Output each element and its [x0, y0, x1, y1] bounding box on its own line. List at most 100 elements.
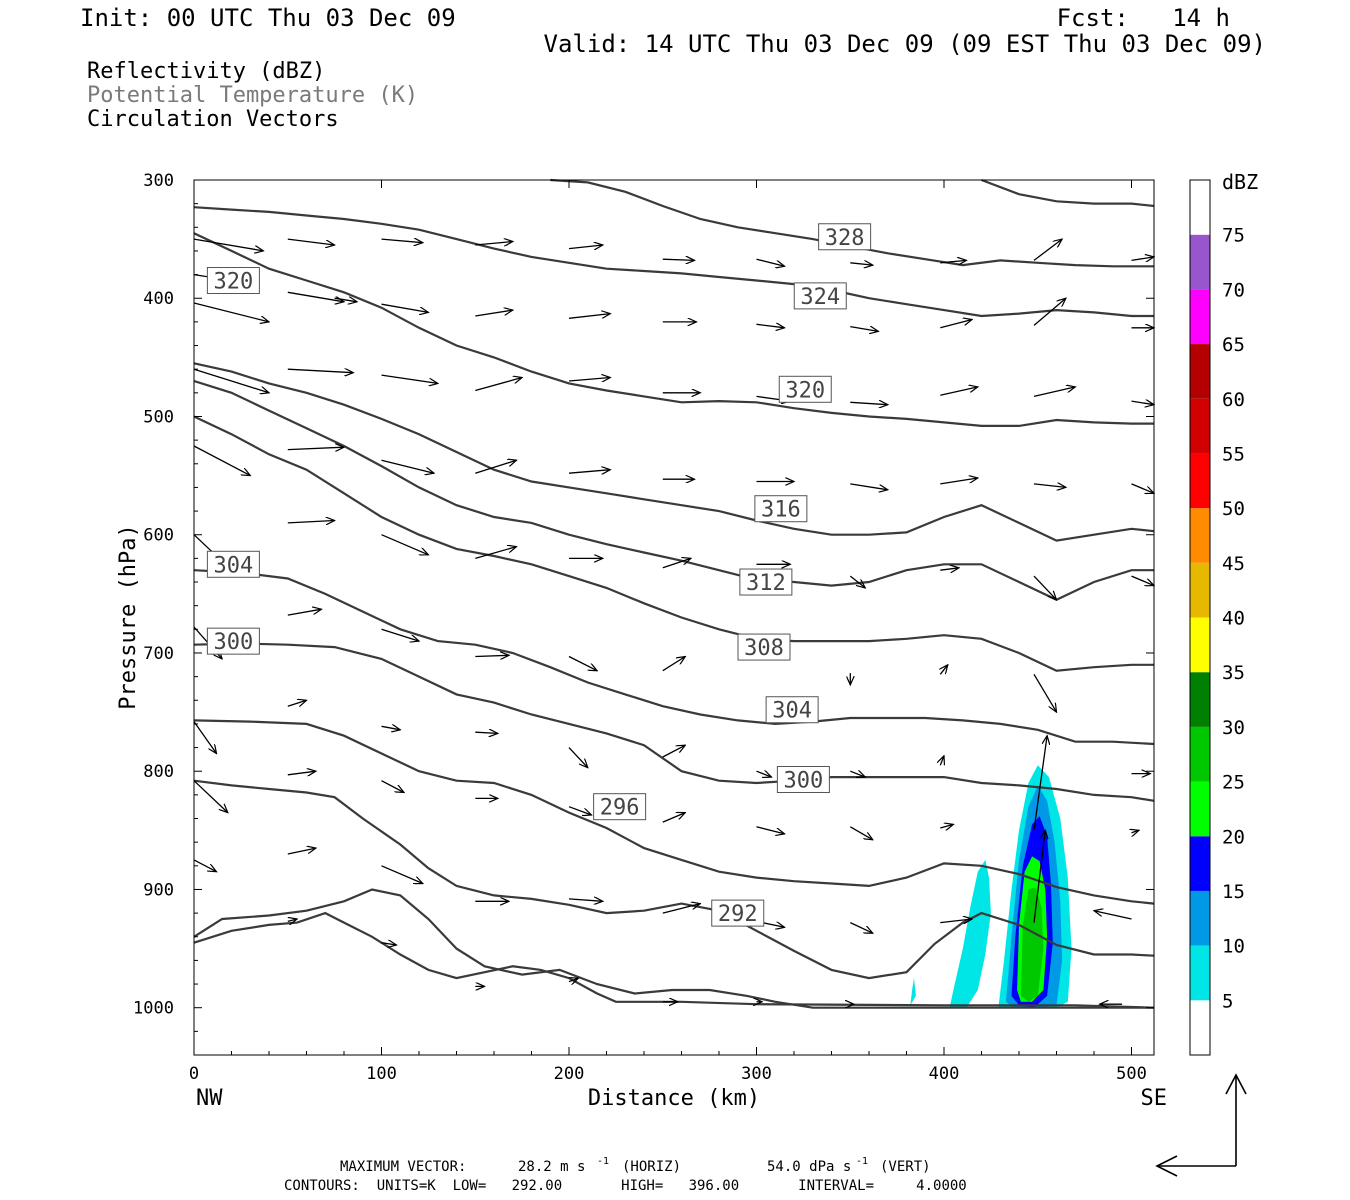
circulation-vector: [381, 865, 423, 884]
colorbar-segment: [1190, 562, 1210, 618]
y-tick-label: 700: [143, 644, 174, 664]
colorbar: 5 10 15 20 25 30 35 40 45 50 55 60 65 70 75: [1189, 179, 1245, 1056]
contours-info: CONTOURS: UNITS=K LOW= 292.00 HIGH= 396.…: [284, 1178, 967, 1194]
colorbar-label: 60: [1222, 389, 1245, 411]
colorbar-segment: [1190, 289, 1210, 345]
circulation-vector: [381, 534, 429, 555]
axis-ticks: 0 100 200 300 400 500 300 400 500 600 700 800 900 100…: [133, 171, 1154, 1084]
contour-label-text: 320: [214, 270, 254, 295]
contour-label-box: [206, 627, 260, 655]
circulation-vector: [568, 470, 610, 474]
contour-labels: 328 324 320 320 316 312 304 308 300 304 300 296 292: [206, 223, 872, 927]
circulation-vector: [849, 826, 873, 840]
circulation-vector: [1033, 239, 1062, 261]
circulation-vector: [940, 260, 966, 262]
max-vector-horiz-unit: (HORIZ): [622, 1159, 681, 1175]
circulation-vector: [568, 378, 610, 382]
circulation-vector: [1131, 575, 1155, 586]
circulation-vector: [287, 447, 344, 449]
circulation-vector: [287, 369, 354, 373]
colorbar-label: 30: [1222, 717, 1245, 739]
circulation-vector: [568, 245, 603, 249]
colorbar-segment: [1190, 398, 1210, 454]
y-tick-label: 900: [143, 880, 174, 900]
colorbar-segment: [1190, 945, 1210, 1001]
circulation-vector: [193, 445, 250, 476]
contour-label-box: [206, 550, 260, 578]
circulation-vector: [940, 756, 944, 766]
colorbar-title: dBZ: [1222, 170, 1258, 194]
circulation-vector: [1033, 575, 1057, 600]
y-axis-title: Pressure (hPa): [116, 524, 141, 709]
contour-label-text: 320: [785, 378, 825, 403]
circulation-vector: [1033, 484, 1066, 488]
max-vector-vert-exponent: -1: [856, 1156, 868, 1167]
circulation-vector: [850, 771, 865, 777]
colorbar-segment: [1190, 180, 1210, 235]
colorbar-label: 20: [1222, 826, 1245, 848]
reference-vector: [1155, 1073, 1247, 1177]
theta-contour-320: [193, 362, 1155, 542]
field-theta-label: Potential Temperature (K): [87, 83, 418, 108]
circulation-vector: [381, 943, 397, 945]
circulation-vector: [940, 665, 948, 675]
circulation-vector: [568, 806, 592, 815]
colorbar-label: 55: [1222, 443, 1245, 465]
theta-contour-312: [193, 415, 1154, 672]
max-vector-horiz-exponent: -1: [597, 1156, 609, 1167]
circulation-vector: [475, 732, 498, 733]
circulation-vector: [1033, 736, 1047, 831]
colorbar-segment: [1190, 617, 1210, 673]
x-axis-title: Distance (km): [588, 1086, 760, 1111]
colorbar-segment: [1190, 508, 1210, 563]
circulation-vector: [381, 780, 405, 793]
circulation-vector: [287, 771, 316, 775]
circulation-vector: [1033, 673, 1057, 712]
theta-contour-308: [193, 569, 1155, 746]
plot-area: 328324320320316312304308300304300296292 …: [133, 171, 1154, 1084]
reference-vector-horizontal-head: [1155, 1155, 1178, 1177]
y-tick-label: 1000: [133, 999, 174, 1019]
circulation-vector: [662, 813, 686, 823]
theta-contour-300: [193, 719, 1155, 905]
circulation-vector: [850, 483, 888, 490]
field-reflectivity-label: Reflectivity (dBZ): [87, 59, 325, 84]
y-tick-label: 400: [143, 289, 174, 309]
circulation-vector: [475, 378, 522, 392]
colorbar-segment: [1190, 234, 1210, 290]
colorbar-segment: [1190, 781, 1210, 837]
field-vectors-label: Circulation Vectors: [87, 107, 339, 132]
circulation-vector: [662, 657, 686, 672]
contour-label-box: [754, 495, 808, 523]
footer-max-vector: MAXIMUM VECTOR: 28.2 m s -1 (HORIZ) 54.0…: [340, 1156, 931, 1175]
x-axis-right-end: SE: [1141, 1086, 1168, 1111]
circulation-vector: [381, 459, 435, 473]
contour-label-box: [206, 267, 260, 295]
circulation-vector: [193, 721, 217, 754]
reflectivity-fill: [910, 765, 1072, 1008]
contour-label-text: 292: [718, 902, 758, 927]
circulation-vector: [1131, 483, 1155, 493]
x-tick-label: 0: [189, 1064, 199, 1084]
colorbar-label: 35: [1222, 662, 1245, 684]
circulation-vector: [849, 575, 865, 588]
circulation-vector: [1132, 830, 1140, 832]
circulation-vector: [756, 258, 785, 266]
x-tick-label: 300: [741, 1064, 772, 1084]
circulation-vectors: [193, 239, 1155, 1004]
x-tick-label: 500: [1116, 1064, 1147, 1084]
circulation-vector: [193, 859, 217, 872]
circulation-vector: [1033, 298, 1066, 326]
circulation-vector: [1131, 257, 1155, 261]
circulation-vector: [381, 628, 420, 641]
init-time: Init: 00 UTC Thu 03 Dec 09: [80, 4, 456, 32]
max-vector-label: MAXIMUM VECTOR:: [340, 1159, 466, 1175]
circulation-vector: [850, 263, 873, 265]
contour-label-text: 304: [214, 553, 254, 578]
circulation-vector: [756, 826, 785, 834]
colorbar-label: 15: [1222, 881, 1245, 903]
theta-contour-300: [193, 779, 1155, 980]
x-tick-label: 100: [366, 1064, 397, 1084]
colorbar-frame: [1189, 179, 1211, 1056]
circulation-vector: [940, 387, 978, 396]
